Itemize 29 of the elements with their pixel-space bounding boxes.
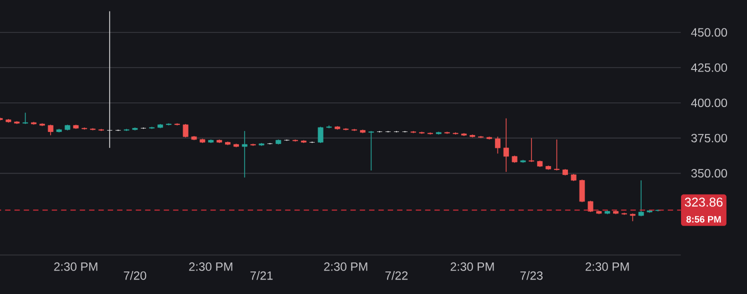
x-tick-label: 2:30 PM xyxy=(324,262,368,271)
y-tick-label: 350.00 xyxy=(691,169,728,178)
x-tick-label: 7/21 xyxy=(250,271,273,280)
candlestick xyxy=(528,138,534,162)
candlestick xyxy=(22,112,28,124)
candlestick xyxy=(318,126,324,144)
y-tick-label: 375.00 xyxy=(691,134,728,142)
candlestick xyxy=(368,130,374,171)
candlestick xyxy=(638,180,644,217)
x-tick-label: 7/20 xyxy=(124,271,146,280)
candlestick xyxy=(106,10,112,148)
text: 8:56 PM xyxy=(686,216,721,223)
x-tick-label: 7/22 xyxy=(385,271,408,280)
x-tick-label: 2:30 PM xyxy=(54,262,98,271)
candlestick xyxy=(182,124,188,138)
candlestick xyxy=(242,130,248,178)
y-tick-label: 425.00 xyxy=(691,63,728,72)
candlestick xyxy=(48,124,54,136)
candlestick xyxy=(503,118,509,172)
candlestick xyxy=(554,139,560,171)
x-tick-label: 2:30 PM xyxy=(586,262,629,271)
x-tick-label: 2:30 PM xyxy=(189,262,232,271)
candlestick xyxy=(579,179,585,203)
x-tick-label: 7/23 xyxy=(520,271,543,280)
candlestick xyxy=(494,136,500,154)
y-tick-label: 400.00 xyxy=(691,98,728,108)
ref-line-label: 323.86 xyxy=(684,198,723,207)
x-tick-label: 2:30 PM xyxy=(450,262,494,271)
y-tick-label: 450.00 xyxy=(691,28,728,37)
